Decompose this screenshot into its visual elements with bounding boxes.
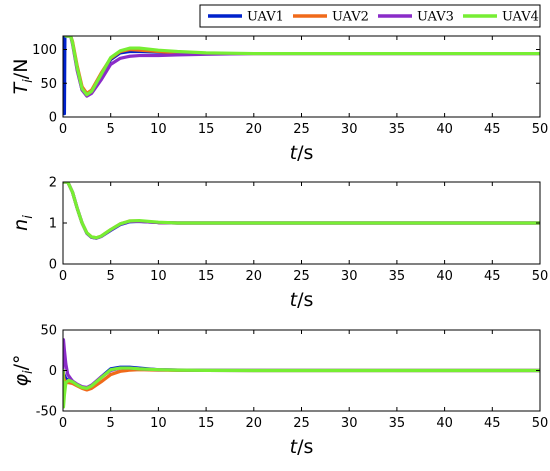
series-line-uav4 — [64, 36, 540, 97]
legend-label-uav2: UAV2 — [332, 10, 369, 25]
x-tick-label: 40 — [436, 122, 453, 137]
y-tick-label: 50 — [40, 324, 57, 339]
x-tick-label: 45 — [484, 416, 501, 431]
subplot-2: 0 5 10 15 20 25 30 35 40 45 50 0 1 2 t/s ni — [10, 176, 548, 312]
x-tick-label: 35 — [389, 416, 406, 431]
x-tick-label: 25 — [293, 269, 310, 284]
x-tick-label: 15 — [198, 269, 215, 284]
x-tick-label: 15 — [198, 416, 215, 431]
legend: UAV1 UAV2 UAV3 UAV4 — [199, 4, 541, 28]
x-axis-label: t/s — [290, 436, 314, 458]
x-tick-label: 25 — [293, 122, 310, 137]
x-tick-label: 5 — [107, 416, 115, 431]
x-tick-label: 30 — [341, 122, 358, 137]
y-tick-label: 100 — [32, 43, 57, 58]
x-tick-label: 50 — [532, 416, 549, 431]
x-tick-label: 40 — [436, 416, 453, 431]
y-axis-label: Ti/N — [10, 59, 36, 95]
y-tick-label: 0 — [49, 364, 57, 379]
x-tick-label: 30 — [341, 416, 358, 431]
x-tick-label: 35 — [389, 269, 406, 284]
x-tick-label: 15 — [198, 122, 215, 137]
subplot-1: 0 5 10 15 20 25 30 35 40 45 50 0 50 100 t/s Ti/N — [10, 35, 549, 164]
x-tick-label: 20 — [246, 269, 263, 284]
x-tick-label: 0 — [59, 122, 67, 137]
legend-label-uav3: UAV3 — [417, 10, 454, 25]
y-axis-label: ni — [10, 215, 36, 231]
x-tick-label: 25 — [293, 416, 310, 431]
legend-box — [199, 4, 541, 28]
y-tick-label: 1 — [49, 217, 57, 232]
y-tick-label: 0 — [49, 111, 57, 126]
y-tick-label: -50 — [36, 405, 57, 420]
x-tick-label: 50 — [532, 122, 549, 137]
x-tick-label: 10 — [150, 122, 167, 137]
y-axis-label: φi/° — [10, 354, 36, 386]
x-tick-label: 0 — [59, 269, 67, 284]
x-tick-label: 30 — [341, 269, 358, 284]
x-tick-label: 10 — [150, 269, 167, 284]
x-axis-label: t/s — [290, 289, 314, 311]
x-tick-label: 40 — [436, 269, 453, 284]
x-tick-label: 45 — [484, 269, 501, 284]
x-tick-label: 0 — [59, 416, 67, 431]
series-group — [63, 338, 540, 409]
legend-label-uav1: UAV1 — [247, 10, 284, 25]
x-tick-label: 10 — [150, 416, 167, 431]
series-line-uav4 — [63, 182, 540, 240]
x-tick-label: 45 — [484, 122, 501, 137]
y-tick-label: 2 — [49, 176, 57, 191]
x-tick-label: 35 — [389, 122, 406, 137]
x-tick-label: 20 — [246, 122, 263, 137]
x-axis-label: t/s — [290, 142, 314, 164]
series-group — [63, 182, 540, 240]
series-line-uav4 — [63, 366, 540, 409]
legend-label-uav4: UAV4 — [502, 10, 539, 25]
y-tick-label: 0 — [49, 258, 57, 273]
y-tick-label: 50 — [40, 77, 57, 92]
x-tick-label: 50 — [532, 269, 549, 284]
series-group — [63, 36, 540, 116]
x-tick-label: 5 — [107, 122, 115, 137]
x-tick-label: 5 — [107, 269, 115, 284]
x-tick-label: 20 — [246, 416, 263, 431]
